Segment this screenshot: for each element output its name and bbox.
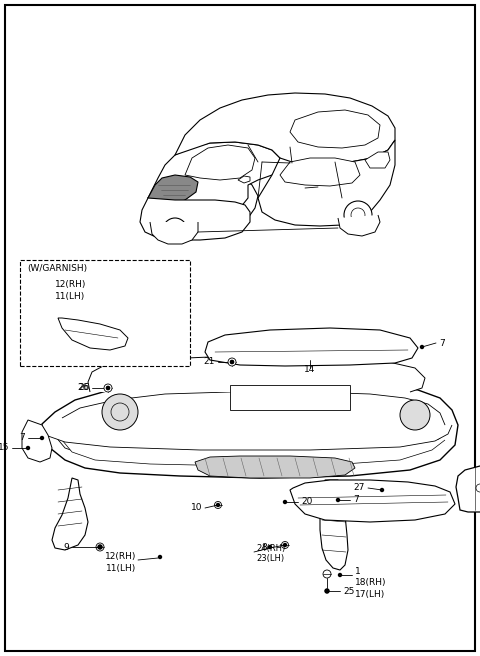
Text: 11(LH): 11(LH) [55, 293, 85, 302]
Polygon shape [456, 464, 480, 512]
Polygon shape [148, 175, 198, 206]
Text: 24(RH): 24(RH) [256, 544, 285, 552]
Polygon shape [42, 425, 452, 450]
Circle shape [96, 543, 104, 551]
Circle shape [336, 499, 339, 501]
Text: 10: 10 [191, 504, 202, 512]
Polygon shape [320, 480, 348, 570]
Circle shape [215, 501, 221, 508]
Polygon shape [175, 93, 395, 164]
Text: 27: 27 [354, 483, 365, 493]
Text: 7: 7 [439, 338, 445, 348]
Circle shape [268, 546, 272, 548]
Circle shape [102, 394, 138, 430]
Text: 15: 15 [0, 443, 9, 453]
Text: 1: 1 [355, 567, 361, 577]
Text: 12(RH): 12(RH) [105, 552, 136, 560]
Bar [20, 260, 190, 366]
Polygon shape [195, 456, 355, 478]
Circle shape [230, 361, 233, 363]
Circle shape [40, 436, 44, 440]
Circle shape [216, 504, 219, 506]
Polygon shape [290, 480, 455, 522]
Text: (W/GARNISH): (W/GARNISH) [27, 264, 87, 272]
Circle shape [158, 556, 161, 558]
Text: 7: 7 [353, 495, 359, 504]
Polygon shape [55, 392, 445, 462]
Polygon shape [148, 168, 258, 238]
Polygon shape [238, 176, 250, 183]
Circle shape [338, 573, 341, 577]
Polygon shape [52, 478, 88, 550]
Polygon shape [140, 198, 250, 240]
Circle shape [281, 541, 288, 548]
Text: 26: 26 [79, 384, 90, 392]
Text: 18(RH): 18(RH) [355, 579, 386, 588]
Polygon shape [22, 420, 52, 462]
Polygon shape [42, 380, 458, 478]
Circle shape [325, 590, 328, 592]
Circle shape [230, 361, 233, 363]
Polygon shape [185, 145, 255, 180]
Circle shape [284, 501, 287, 504]
Text: 25: 25 [343, 586, 354, 596]
Text: 9: 9 [63, 543, 69, 552]
Polygon shape [62, 440, 445, 466]
Circle shape [98, 545, 102, 549]
Bar [230, 385, 350, 410]
Circle shape [400, 400, 430, 430]
Circle shape [107, 386, 109, 390]
Text: 8: 8 [261, 544, 267, 552]
Polygon shape [150, 222, 198, 244]
Circle shape [420, 346, 423, 348]
Text: 26: 26 [78, 384, 89, 392]
Polygon shape [290, 110, 380, 148]
Circle shape [323, 570, 331, 578]
Circle shape [381, 489, 384, 491]
Text: 11(LH): 11(LH) [106, 564, 136, 573]
Circle shape [476, 484, 480, 492]
Text: 17(LH): 17(LH) [355, 590, 385, 598]
Text: 21: 21 [204, 358, 215, 367]
Circle shape [325, 589, 329, 593]
Polygon shape [58, 318, 128, 350]
Polygon shape [88, 357, 425, 392]
Text: 20: 20 [301, 497, 312, 506]
Text: 23(LH): 23(LH) [256, 554, 284, 564]
Polygon shape [205, 328, 418, 366]
Polygon shape [365, 152, 390, 168]
Circle shape [104, 384, 112, 392]
Text: 12(RH): 12(RH) [55, 281, 86, 289]
Text: 7: 7 [19, 434, 25, 443]
Polygon shape [258, 140, 395, 226]
Circle shape [163, 218, 187, 242]
Circle shape [107, 386, 109, 390]
Circle shape [344, 201, 372, 229]
Text: 14: 14 [304, 365, 316, 375]
Polygon shape [280, 158, 360, 186]
Circle shape [284, 544, 287, 546]
Circle shape [98, 546, 101, 548]
Polygon shape [338, 215, 380, 236]
Circle shape [228, 358, 236, 366]
Polygon shape [148, 142, 280, 220]
Circle shape [26, 447, 29, 449]
